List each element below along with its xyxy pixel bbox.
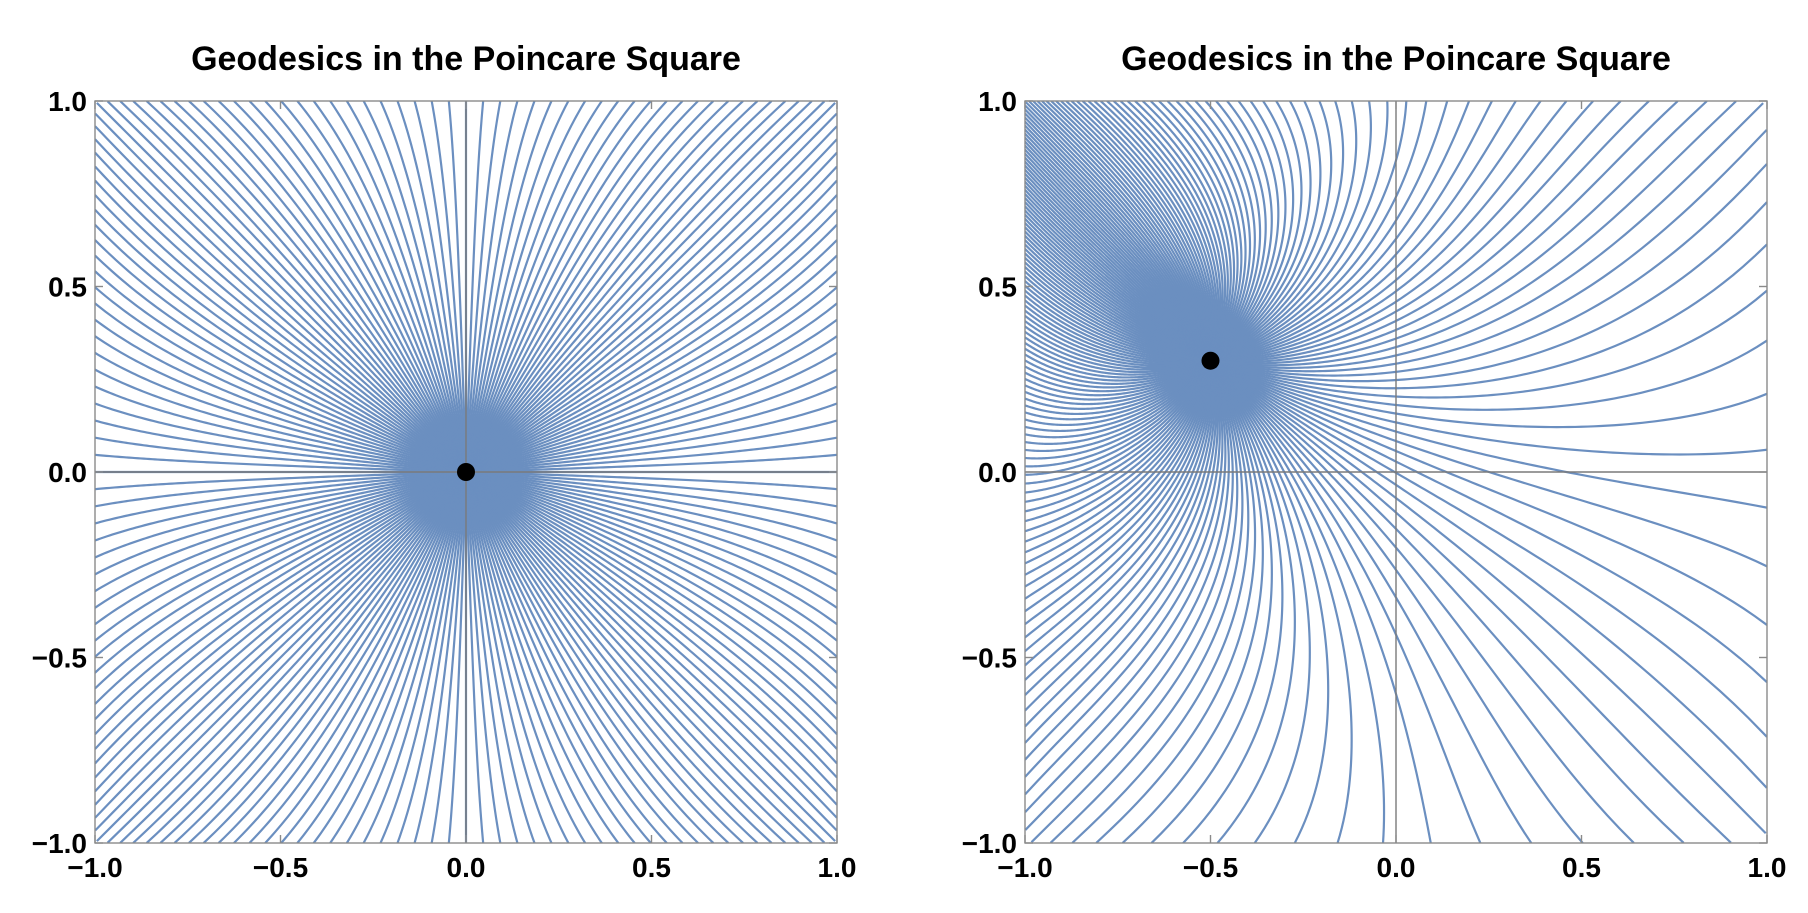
x-tick-label: −1.0 [67, 852, 122, 883]
x-tick-label: 0.5 [1562, 852, 1601, 883]
chart-title: Geodesics in the Poincare Square [1121, 40, 1671, 78]
x-tick-label: 0.0 [1377, 852, 1416, 883]
plot-left: Geodesics in the Poincare Square −1.0−1.0… [32, 40, 857, 883]
y-tick-label: −0.5 [32, 643, 87, 674]
x-tick-label: −1.0 [997, 852, 1052, 883]
chart-title: Geodesics in the Poincare Square [191, 40, 741, 78]
y-tick-label: −0.5 [962, 643, 1017, 674]
x-tick-label: 1.0 [1748, 852, 1787, 883]
x-tick-label: −0.5 [253, 852, 308, 883]
y-tick-label: 0.5 [978, 272, 1017, 303]
y-tick-label: 0.0 [48, 457, 87, 488]
y-tick-label: 0.5 [48, 272, 87, 303]
x-tick-label: 0.0 [447, 852, 486, 883]
y-tick-label: 1.0 [48, 86, 87, 117]
y-tick-label: −1.0 [32, 828, 87, 859]
y-tick-label: 0.0 [978, 457, 1017, 488]
y-tick-label: −1.0 [962, 828, 1017, 859]
center-point [457, 463, 475, 481]
x-tick-label: −0.5 [1183, 852, 1238, 883]
x-tick-label: 1.0 [818, 852, 857, 883]
x-tick-label: 0.5 [632, 852, 671, 883]
y-tick-label: 1.0 [978, 86, 1017, 117]
center-point [1201, 351, 1220, 370]
plot-right: Geodesics in the Poincare Square −1.0−1.0… [962, 40, 1787, 883]
